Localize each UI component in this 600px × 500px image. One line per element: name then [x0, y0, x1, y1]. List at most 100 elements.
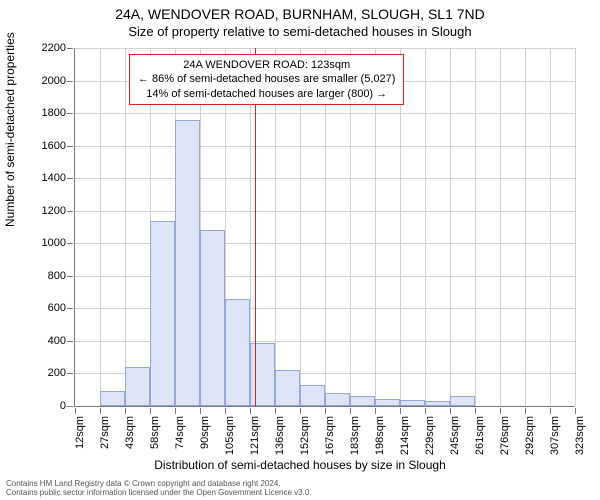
marker-legend-line: ← 86% of semi-detached houses are smalle…: [138, 72, 395, 86]
y-tick: [67, 113, 73, 114]
x-tick-label: 276sqm: [499, 416, 511, 456]
attribution-line-2: Contains public sector information licen…: [6, 488, 312, 497]
x-tick-label: 261sqm: [474, 416, 486, 456]
x-tick: [75, 408, 76, 414]
x-tick-label: 43sqm: [124, 416, 136, 456]
x-axis-label: Distribution of semi-detached houses by …: [0, 458, 600, 472]
histogram-bar: [300, 385, 325, 406]
x-tick: [125, 408, 126, 414]
gridline-vertical: [100, 48, 101, 406]
x-tick-label: 167sqm: [324, 416, 336, 456]
y-tick: [67, 178, 73, 179]
y-tick-label: 800: [48, 270, 66, 282]
x-tick-label: 152sqm: [299, 416, 311, 456]
histogram-bar: [150, 221, 175, 407]
x-tick: [400, 408, 401, 414]
x-tick: [300, 408, 301, 414]
y-tick-label: 200: [48, 367, 66, 379]
y-tick: [67, 211, 73, 212]
x-tick: [575, 408, 576, 414]
histogram-bar: [375, 399, 400, 406]
histogram-bar: [450, 396, 475, 406]
y-tick: [67, 243, 73, 244]
x-tick-label: 183sqm: [349, 416, 361, 456]
attribution-text: Contains HM Land Registry data © Crown c…: [6, 480, 312, 498]
y-tick: [67, 81, 73, 82]
x-tick: [500, 408, 501, 414]
gridline-vertical: [575, 48, 576, 406]
histogram-bar: [100, 391, 125, 406]
x-tick: [325, 408, 326, 414]
x-tick: [375, 408, 376, 414]
chart-title-sub: Size of property relative to semi-detach…: [0, 24, 600, 39]
gridline-vertical: [550, 48, 551, 406]
x-tick: [100, 408, 101, 414]
gridline-vertical: [525, 48, 526, 406]
x-tick: [450, 408, 451, 414]
x-tick-label: 27sqm: [99, 416, 111, 456]
x-tick-label: 229sqm: [424, 416, 436, 456]
histogram-bar: [400, 400, 425, 406]
x-tick-label: 245sqm: [449, 416, 461, 456]
chart-title-main: 24A, WENDOVER ROAD, BURNHAM, SLOUGH, SL1…: [0, 6, 600, 22]
y-tick: [67, 406, 73, 407]
attribution-line-1: Contains HM Land Registry data © Crown c…: [6, 479, 281, 488]
histogram-bar: [275, 370, 300, 406]
x-tick: [525, 408, 526, 414]
x-tick: [475, 408, 476, 414]
x-tick-label: 307sqm: [549, 416, 561, 456]
gridline-vertical: [500, 48, 501, 406]
y-tick: [67, 48, 73, 49]
marker-legend-line: 14% of semi-detached houses are larger (…: [138, 87, 395, 101]
histogram-chart: 24A, WENDOVER ROAD, BURNHAM, SLOUGH, SL1…: [0, 0, 600, 500]
x-tick: [175, 408, 176, 414]
histogram-bar: [200, 230, 225, 406]
x-tick-label: 121sqm: [249, 416, 261, 456]
y-tick-label: 600: [48, 302, 66, 314]
y-tick-label: 400: [48, 335, 66, 347]
y-tick: [67, 341, 73, 342]
gridline-vertical: [425, 48, 426, 406]
x-tick: [550, 408, 551, 414]
x-tick-label: 323sqm: [574, 416, 586, 456]
histogram-bar: [225, 299, 250, 406]
x-tick-label: 105sqm: [224, 416, 236, 456]
x-tick: [150, 408, 151, 414]
histogram-bar: [175, 120, 200, 406]
histogram-bar: [350, 396, 375, 406]
x-tick-label: 214sqm: [399, 416, 411, 456]
histogram-bar: [425, 401, 450, 406]
x-tick-label: 74sqm: [174, 416, 186, 456]
x-tick-label: 198sqm: [374, 416, 386, 456]
y-tick-label: 0: [60, 400, 66, 412]
y-tick: [67, 146, 73, 147]
y-tick: [67, 276, 73, 277]
x-tick-label: 58sqm: [149, 416, 161, 456]
x-tick-label: 292sqm: [524, 416, 536, 456]
x-tick: [350, 408, 351, 414]
y-axis-label: Number of semi-detached properties: [3, 32, 17, 227]
y-tick-label: 1200: [42, 205, 66, 217]
x-tick: [425, 408, 426, 414]
y-tick-label: 1000: [42, 237, 66, 249]
gridline-vertical: [450, 48, 451, 406]
histogram-bar: [125, 367, 150, 406]
marker-legend-box: 24A WENDOVER ROAD: 123sqm← 86% of semi-d…: [129, 54, 404, 105]
gridline-vertical: [125, 48, 126, 406]
x-tick-label: 12sqm: [74, 416, 86, 456]
x-tick-label: 136sqm: [274, 416, 286, 456]
x-tick: [275, 408, 276, 414]
x-tick-label: 90sqm: [199, 416, 211, 456]
histogram-bar: [325, 393, 350, 406]
marker-legend-line: 24A WENDOVER ROAD: 123sqm: [138, 58, 395, 72]
x-tick: [200, 408, 201, 414]
x-tick: [225, 408, 226, 414]
x-tick: [250, 408, 251, 414]
y-tick: [67, 373, 73, 374]
y-tick-label: 2000: [42, 75, 66, 87]
y-tick: [67, 308, 73, 309]
y-tick-label: 1400: [42, 172, 66, 184]
y-tick-label: 1600: [42, 140, 66, 152]
y-tick-label: 2200: [42, 42, 66, 54]
gridline-vertical: [475, 48, 476, 406]
